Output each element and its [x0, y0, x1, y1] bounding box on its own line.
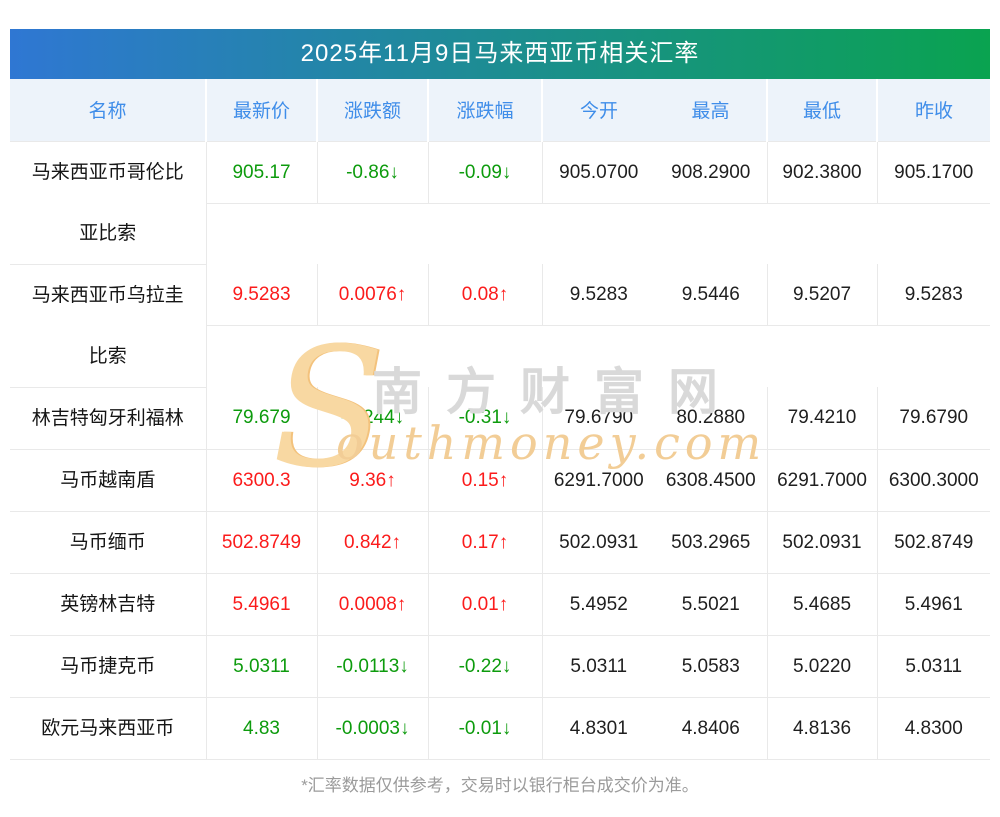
column-header-6: 最高	[655, 79, 768, 142]
open-price-cell: 5.0311	[542, 635, 655, 698]
prev-close-cell: 905.1700	[877, 141, 990, 204]
latest-price-cell: 5.4961	[206, 573, 318, 636]
column-header-3: 涨跌额	[317, 79, 429, 142]
currency-name-line: 马来西亚币哥伦比	[31, 161, 184, 183]
prev-close-cell: 6300.3000	[877, 449, 990, 512]
low-price-cell: 902.3800	[767, 141, 878, 204]
latest-price-cell: 6300.3	[206, 449, 318, 512]
low-price-cell: 5.4685	[767, 573, 878, 636]
open-price-cell: 6291.7000	[542, 449, 655, 512]
latest-price-cell: 9.5283	[206, 264, 318, 327]
high-price-cell: 5.0583	[655, 635, 768, 698]
latest-price-cell: 79.679	[206, 387, 318, 450]
change-percent-cell: -0.22↓	[428, 635, 543, 698]
change-percent-cell: -0.09↓	[428, 141, 543, 204]
change-amount-cell: 9.36↑	[317, 449, 429, 512]
currency-name-line: 英镑林吉特	[60, 593, 156, 615]
currency-name-cell: 英镑林吉特	[10, 573, 207, 636]
open-price-cell: 5.4952	[542, 573, 655, 636]
table-row: 英镑林吉特 5.4961 0.0008↑ 0.01↑ 5.4952 5.5021 5.468…	[10, 573, 990, 636]
open-price-cell: 905.0700	[542, 141, 655, 204]
currency-name-line: 马来西亚币乌拉圭	[31, 284, 184, 306]
column-header-5: 今开	[542, 79, 655, 142]
table-row: 马来西亚币乌拉圭 比索 9.5283 0.0076↑ 0.08↑ 9.5283 9.5446…	[10, 264, 990, 388]
currency-name-cell: 林吉特匈牙利福林	[10, 387, 207, 450]
change-amount-cell: 0.0008↑	[317, 573, 429, 636]
page: 2025年11月9日马来西亚币相关汇率 名称 最新价 涨跌额 涨跌幅 今开 最高 最低 昨收 …	[10, 29, 990, 795]
prev-close-cell: 5.0311	[877, 635, 990, 698]
low-price-cell: 502.0931	[767, 511, 878, 574]
low-price-cell: 4.8136	[767, 697, 878, 760]
open-price-cell: 4.8301	[542, 697, 655, 760]
low-price-cell: 9.5207	[767, 264, 878, 327]
currency-name-cell: 欧元马来西亚币	[10, 697, 207, 760]
currency-name-line: 欧元马来西亚币	[41, 717, 175, 739]
change-percent-cell: 0.01↑	[428, 573, 543, 636]
change-percent-cell: -0.01↓	[428, 697, 543, 760]
currency-name-line: 比索	[88, 345, 127, 367]
currency-name-cell: 马来西亚币哥伦比 亚比索	[10, 141, 207, 265]
high-price-cell: 503.2965	[655, 511, 768, 574]
change-percent-cell: 0.15↑	[428, 449, 543, 512]
exchange-rate-table: 名称 最新价 涨跌额 涨跌幅 今开 最高 最低 昨收 马来西亚币哥伦比 亚比索 905.17 -0.…	[10, 79, 990, 760]
prev-close-cell: 9.5283	[877, 264, 990, 327]
change-percent-cell: 0.17↑	[428, 511, 543, 574]
column-header-4: 涨跌幅	[428, 79, 543, 142]
currency-name-line: 马币缅币	[69, 531, 146, 553]
table-row: 林吉特匈牙利福林 79.679 -0.244↓ -0.31↓ 79.6790 80.288…	[10, 387, 990, 450]
change-percent-cell: -0.31↓	[428, 387, 543, 450]
high-price-cell: 6308.4500	[655, 449, 768, 512]
prev-close-cell: 5.4961	[877, 573, 990, 636]
latest-price-cell: 4.83	[206, 697, 318, 760]
prev-close-cell: 79.6790	[877, 387, 990, 450]
table-row: 马币越南盾 6300.3 9.36↑ 0.15↑ 6291.7000 6308.4500 6…	[10, 449, 990, 512]
disclaimer-text: *汇率数据仅供参考，交易时以银行柜台成交价为准。	[301, 775, 699, 795]
currency-name-line: 马币越南盾	[60, 469, 156, 491]
change-amount-cell: -0.0003↓	[317, 697, 429, 760]
currency-name-line: 马币捷克币	[60, 655, 156, 677]
latest-price-cell: 5.0311	[206, 635, 318, 698]
table-body: 马来西亚币哥伦比 亚比索 905.17 -0.86↓ -0.09↓ 905.0700 908…	[10, 141, 990, 760]
spacer-cell	[206, 326, 990, 387]
prev-close-cell: 4.8300	[877, 697, 990, 760]
currency-name-cell: 马币捷克币	[10, 635, 207, 698]
table-row: 欧元马来西亚币 4.83 -0.0003↓ -0.01↓ 4.8301 4.8406 4.8…	[10, 697, 990, 760]
high-price-cell: 9.5446	[655, 264, 768, 327]
change-amount-cell: 0.0076↑	[317, 264, 429, 327]
low-price-cell: 79.4210	[767, 387, 878, 450]
currency-name-line: 林吉特匈牙利福林	[31, 407, 184, 429]
open-price-cell: 79.6790	[542, 387, 655, 450]
low-price-cell: 6291.7000	[767, 449, 878, 512]
currency-name-cell: 马币越南盾	[10, 449, 207, 512]
spacer-cell	[206, 203, 990, 264]
page-title: 2025年11月9日马来西亚币相关汇率	[10, 29, 990, 79]
prev-close-cell: 502.8749	[877, 511, 990, 574]
column-header-1: 名称	[10, 79, 207, 142]
change-amount-cell: -0.86↓	[317, 141, 429, 204]
change-amount-cell: -0.244↓	[317, 387, 429, 450]
table-row: 马来西亚币哥伦比 亚比索 905.17 -0.86↓ -0.09↓ 905.0700 908…	[10, 141, 990, 265]
table-row: 马币缅币 502.8749 0.842↑ 0.17↑ 502.0931 503.2965 5…	[10, 511, 990, 574]
column-header-2: 最新价	[206, 79, 318, 142]
table-row: 马币捷克币 5.0311 -0.0113↓ -0.22↓ 5.0311 5.0583 5.0…	[10, 635, 990, 698]
table-header: 名称 最新价 涨跌额 涨跌幅 今开 最高 最低 昨收	[10, 79, 990, 142]
currency-name-cell: 马币缅币	[10, 511, 207, 574]
change-amount-cell: 0.842↑	[317, 511, 429, 574]
high-price-cell: 908.2900	[655, 141, 768, 204]
high-price-cell: 80.2880	[655, 387, 768, 450]
open-price-cell: 502.0931	[542, 511, 655, 574]
column-header-7: 最低	[767, 79, 878, 142]
high-price-cell: 4.8406	[655, 697, 768, 760]
change-percent-cell: 0.08↑	[428, 264, 543, 327]
open-price-cell: 9.5283	[542, 264, 655, 327]
latest-price-cell: 905.17	[206, 141, 318, 204]
latest-price-cell: 502.8749	[206, 511, 318, 574]
low-price-cell: 5.0220	[767, 635, 878, 698]
table-header-row: 名称 最新价 涨跌额 涨跌幅 今开 最高 最低 昨收	[10, 79, 990, 142]
high-price-cell: 5.5021	[655, 573, 768, 636]
currency-name-line: 亚比索	[79, 222, 137, 244]
currency-name-cell: 马来西亚币乌拉圭 比索	[10, 264, 207, 388]
change-amount-cell: -0.0113↓	[317, 635, 429, 698]
column-header-8: 昨收	[877, 79, 990, 142]
